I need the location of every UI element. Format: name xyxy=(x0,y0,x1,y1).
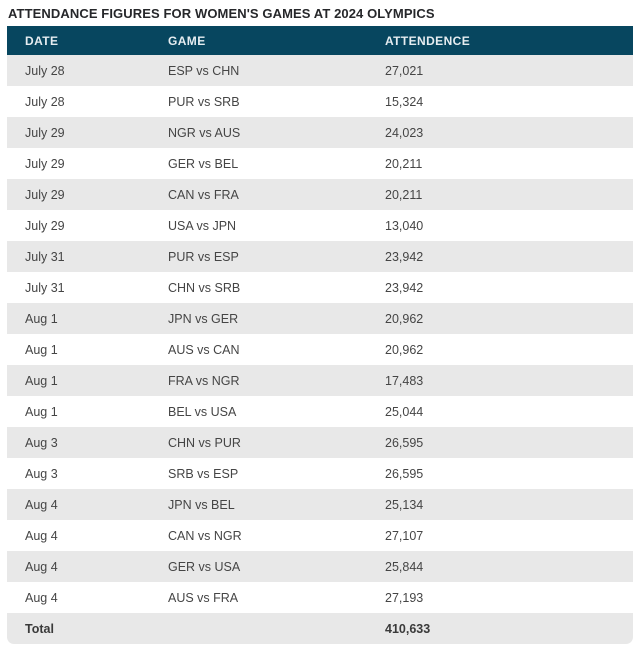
attendance-cell: 26,595 xyxy=(385,435,424,450)
table-row: July 31 CHN vs SRB 23,942 xyxy=(7,272,633,303)
game-cell: GER vs BEL xyxy=(168,156,239,171)
attendance-cell: 24,023 xyxy=(385,125,424,140)
date-cell: Aug 4 xyxy=(25,528,58,543)
game-cell: CAN vs NGR xyxy=(168,528,242,543)
table-title: ATTENDANCE FIGURES FOR WOMEN'S GAMES AT … xyxy=(8,6,435,21)
attendance-cell: 23,942 xyxy=(385,280,424,295)
date-cell: July 28 xyxy=(25,63,65,78)
table-row: July 29 USA vs JPN 13,040 xyxy=(7,210,633,241)
attendance-cell: 20,211 xyxy=(385,187,423,202)
table-row: Aug 3 CHN vs PUR 26,595 xyxy=(7,427,633,458)
date-cell: Aug 3 xyxy=(25,466,58,481)
table-body: July 28 ESP vs CHN 27,021 July 28 PUR vs… xyxy=(7,55,633,613)
date-cell: July 28 xyxy=(25,94,65,109)
attendance-cell: 27,021 xyxy=(385,63,424,78)
date-cell: July 29 xyxy=(25,218,65,233)
game-cell: AUS vs FRA xyxy=(168,590,239,605)
attendance-cell: 27,193 xyxy=(385,590,424,605)
table-row: Aug 4 GER vs USA 25,844 xyxy=(7,551,633,582)
date-cell: July 29 xyxy=(25,187,65,202)
table-row: July 29 CAN vs FRA 20,211 xyxy=(7,179,633,210)
total-value: 410,633 xyxy=(385,621,431,636)
game-cell: AUS vs CAN xyxy=(168,342,240,357)
date-cell: Aug 1 xyxy=(25,404,58,419)
column-header-game: GAME xyxy=(168,33,206,48)
table-row: Aug 1 FRA vs NGR 17,483 xyxy=(7,365,633,396)
table-header-row: DATE GAME ATTENDENCE xyxy=(7,26,633,55)
table-total-row: Total 410,633 xyxy=(7,613,633,644)
game-cell: JPN vs GER xyxy=(168,311,239,326)
attendance-cell: 17,483 xyxy=(385,373,424,388)
column-header-date: DATE xyxy=(25,33,59,48)
date-cell: Aug 1 xyxy=(25,311,58,326)
game-cell: CHN vs PUR xyxy=(168,435,241,450)
attendance-cell: 25,044 xyxy=(385,404,424,419)
table-row: July 29 NGR vs AUS 24,023 xyxy=(7,117,633,148)
table-row: July 29 GER vs BEL 20,211 xyxy=(7,148,633,179)
attendance-cell: 13,040 xyxy=(385,218,424,233)
date-cell: July 31 xyxy=(25,249,65,264)
table-row: Aug 4 AUS vs FRA 27,193 xyxy=(7,582,633,613)
game-cell: NGR vs AUS xyxy=(168,125,241,140)
table-row: Aug 4 CAN vs NGR 27,107 xyxy=(7,520,633,551)
date-cell: Aug 3 xyxy=(25,435,58,450)
game-cell: FRA vs NGR xyxy=(168,373,240,388)
attendance-cell: 26,595 xyxy=(385,466,424,481)
column-header-attendence: ATTENDENCE xyxy=(385,33,471,48)
game-cell: CHN vs SRB xyxy=(168,280,241,295)
date-cell: Aug 1 xyxy=(25,373,58,388)
game-cell: CAN vs FRA xyxy=(168,187,239,202)
table-row: Aug 4 JPN vs BEL 25,134 xyxy=(7,489,633,520)
table-row: July 28 ESP vs CHN 27,021 xyxy=(7,55,633,86)
game-cell: USA vs JPN xyxy=(168,218,237,233)
date-cell: July 29 xyxy=(25,156,65,171)
game-cell: SRB vs ESP xyxy=(168,466,239,481)
date-cell: July 31 xyxy=(25,280,65,295)
attendance-cell: 27,107 xyxy=(385,528,424,543)
table-row: Aug 1 BEL vs USA 25,044 xyxy=(7,396,633,427)
attendance-table: DATE GAME ATTENDENCE July 28 ESP vs CHN … xyxy=(7,26,633,644)
attendance-cell: 20,962 xyxy=(385,342,424,357)
total-label: Total xyxy=(25,621,54,636)
table-row: Aug 1 JPN vs GER 20,962 xyxy=(7,303,633,334)
date-cell: Aug 4 xyxy=(25,590,58,605)
game-cell: PUR vs SRB xyxy=(168,94,240,109)
attendance-cell: 15,324 xyxy=(385,94,424,109)
table-row: July 31 PUR vs ESP 23,942 xyxy=(7,241,633,272)
date-cell: July 29 xyxy=(25,125,65,140)
date-cell: Aug 4 xyxy=(25,497,58,512)
game-cell: JPN vs BEL xyxy=(168,497,235,512)
attendance-cell: 20,962 xyxy=(385,311,424,326)
attendance-cell: 25,134 xyxy=(385,497,424,512)
attendance-cell: 25,844 xyxy=(385,559,424,574)
attendance-cell: 20,211 xyxy=(385,156,423,171)
game-cell: BEL vs USA xyxy=(168,404,237,419)
date-cell: Aug 4 xyxy=(25,559,58,574)
game-cell: ESP vs CHN xyxy=(168,63,240,78)
table-row: July 28 PUR vs SRB 15,324 xyxy=(7,86,633,117)
game-cell: PUR vs ESP xyxy=(168,249,239,264)
date-cell: Aug 1 xyxy=(25,342,58,357)
attendance-cell: 23,942 xyxy=(385,249,424,264)
table-row: Aug 1 AUS vs CAN 20,962 xyxy=(7,334,633,365)
game-cell: GER vs USA xyxy=(168,559,241,574)
table-row: Aug 3 SRB vs ESP 26,595 xyxy=(7,458,633,489)
